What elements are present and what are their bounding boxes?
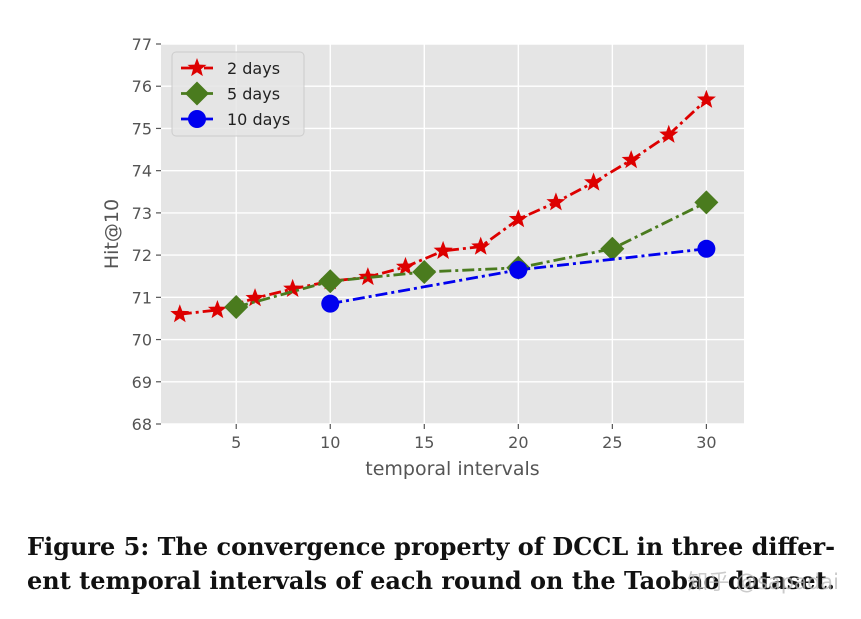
x-axis-label: temporal intervals xyxy=(365,458,539,480)
x-tick-label: 5 xyxy=(231,433,241,452)
data-point xyxy=(245,288,265,307)
caption-line-2: ent temporal intervals of each round on … xyxy=(27,566,836,595)
data-point xyxy=(508,209,528,228)
y-tick-label: 71 xyxy=(132,288,152,307)
data-point xyxy=(207,300,227,319)
data-point xyxy=(546,192,566,211)
data-point xyxy=(694,190,719,215)
watermark: 知乎 @sapadai xyxy=(687,570,839,594)
x-tick-label: 25 xyxy=(602,433,622,452)
data-point xyxy=(600,236,625,261)
x-tick-label: 20 xyxy=(508,433,528,452)
data-point xyxy=(433,240,453,259)
data-point xyxy=(321,294,340,313)
series-line xyxy=(179,98,708,316)
data-point xyxy=(283,278,303,297)
data-point xyxy=(358,267,378,286)
legend: 2 days 5 days 10 days xyxy=(171,51,305,137)
data-point xyxy=(659,124,679,143)
y-tick-label: 68 xyxy=(132,415,152,434)
x-tick-label: 10 xyxy=(320,433,340,452)
data-point xyxy=(318,269,343,294)
y-tick-label: 76 xyxy=(132,77,152,96)
y-tick-label: 77 xyxy=(132,35,152,54)
y-tick-label: 70 xyxy=(132,331,152,350)
series-2-days xyxy=(170,89,716,323)
y-tick-label: 72 xyxy=(132,246,152,265)
data-point xyxy=(471,236,491,255)
legend-label: 5 days xyxy=(227,85,280,104)
legend-marker xyxy=(185,81,209,106)
data-point xyxy=(697,239,716,258)
data-point xyxy=(584,172,604,191)
y-tick-label: 74 xyxy=(132,162,152,181)
figure-caption: Figure 5: The convergence property of DC… xyxy=(27,530,842,598)
legend-label: 10 days xyxy=(227,110,290,129)
chart-canvas: 5 10 15 20 25 30 68 69 70 71 72 73 74 75 76 77 2 days 5 … xyxy=(101,35,744,480)
y-tick-label: 69 xyxy=(132,373,152,392)
data-point xyxy=(395,256,415,276)
data-point xyxy=(412,260,437,284)
grid-lines xyxy=(161,43,744,425)
legend-marker xyxy=(187,58,207,77)
data-point xyxy=(170,304,190,323)
caption-line-1: Figure 5: The convergence property of DC… xyxy=(27,532,836,561)
legend-label: 2 days xyxy=(227,59,280,78)
series-line xyxy=(235,201,708,309)
series-10-days xyxy=(321,239,716,313)
x-tick-label: 30 xyxy=(696,433,716,452)
legend-marker xyxy=(188,110,206,128)
line-chart: 5 10 15 20 25 30 68 69 70 71 72 73 74 75 76 77 2 days 5 … xyxy=(101,35,744,480)
y-tick-label: 73 xyxy=(132,204,152,223)
axis-ticks: 5 10 15 20 25 30 68 69 70 71 72 73 74 75 76 77 xyxy=(132,35,717,452)
x-tick-label: 15 xyxy=(414,433,434,452)
data-series xyxy=(170,89,719,323)
y-tick-label: 75 xyxy=(132,119,152,138)
data-point xyxy=(621,150,641,169)
data-point xyxy=(224,295,249,320)
y-axis-label: Hit@10 xyxy=(101,199,123,269)
data-point xyxy=(509,260,528,279)
data-point xyxy=(696,89,716,108)
